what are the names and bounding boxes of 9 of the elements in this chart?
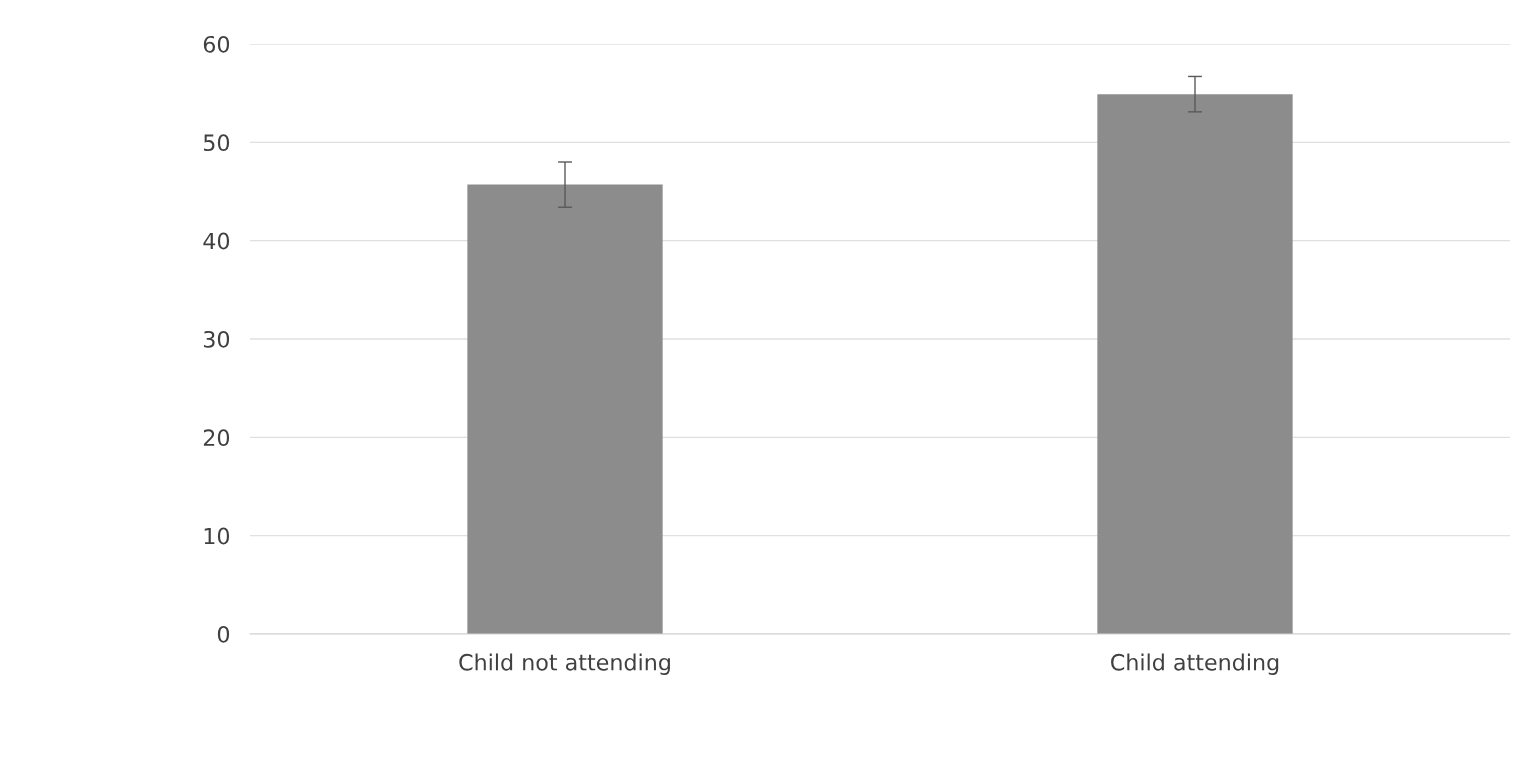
x-tick-label: Child attending	[1111, 653, 1279, 675]
y-tick-label: 60	[203, 35, 230, 53]
y-tick-label: 20	[203, 429, 230, 447]
y-tick-label: 50	[203, 134, 230, 152]
x-tick-label: Child not attending	[459, 653, 670, 675]
y-tick-label: 40	[203, 232, 230, 250]
y-tick-label: 0	[217, 625, 230, 643]
y-tick-label: 10	[204, 527, 230, 545]
y-tick-label: 30	[203, 330, 230, 348]
